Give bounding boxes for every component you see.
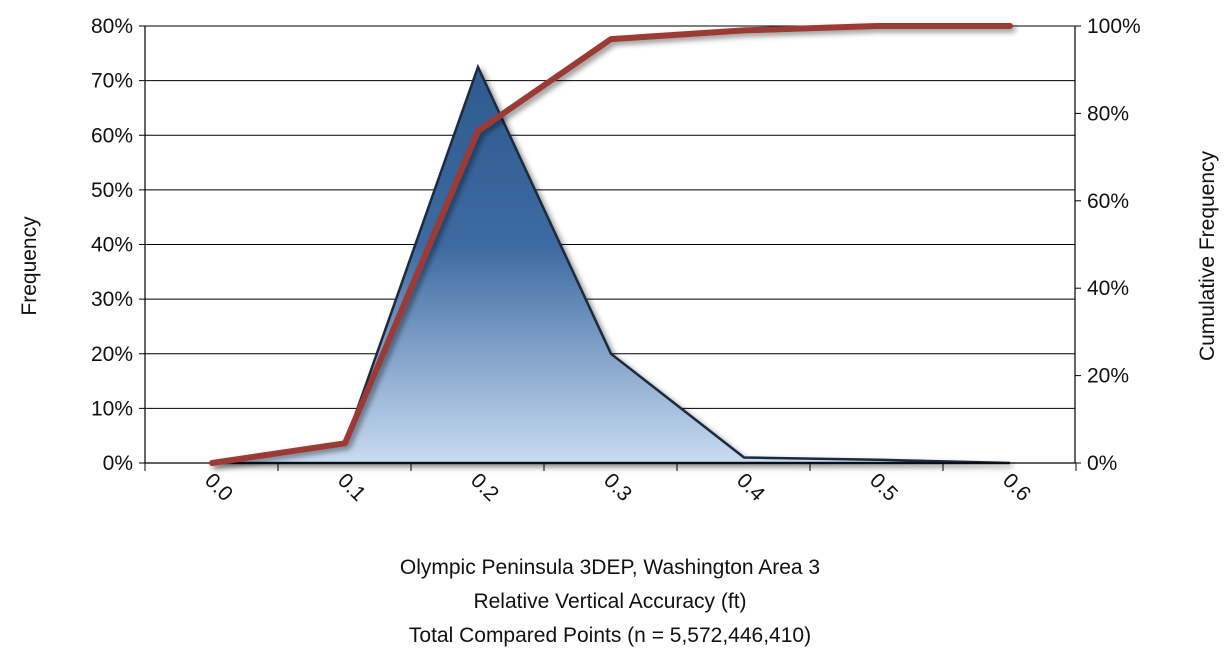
cumulative-line-series <box>209 23 1013 466</box>
y2-tick-label: 40% <box>1087 277 1129 300</box>
x-axis-tick-labels: 0.0 0.1 0.2 0.3 0.4 0.5 0.6 <box>200 469 1035 506</box>
y2-tick-label: 60% <box>1087 190 1129 213</box>
y-tick-label: 30% <box>91 288 133 311</box>
y-tick-label: 20% <box>91 343 133 366</box>
y2-axis-title: Cumulative Frequency <box>1196 150 1219 361</box>
x-axis-title-line-1: Olympic Peninsula 3DEP, Washington Area … <box>400 556 820 579</box>
x-tick-label: 0.5 <box>865 469 902 506</box>
y-tick-label: 0% <box>103 452 133 475</box>
y-tick-label: 10% <box>91 397 133 420</box>
x-axis-title-line-3: Total Compared Points (n = 5,572,446,410… <box>409 624 811 647</box>
frequency-area-series <box>211 63 1011 465</box>
x-tick-label: 0.2 <box>466 469 503 506</box>
x-tick-label: 0.4 <box>732 469 769 506</box>
y-tick-label: 80% <box>91 15 133 38</box>
x-tick-label: 0.6 <box>998 469 1035 506</box>
x-axis-title-line-2: Relative Vertical Accuracy (ft) <box>473 590 746 613</box>
y-tick-label: 50% <box>91 179 133 202</box>
frequency-area <box>211 63 1011 465</box>
y2-tick-label: 80% <box>1087 102 1129 125</box>
y2-tick-label: 100% <box>1087 15 1141 38</box>
y-tick-label: 70% <box>91 70 133 93</box>
y2-tick-label: 20% <box>1087 365 1129 388</box>
cumulative-line <box>209 23 1013 466</box>
x-tick-label: 0.3 <box>599 469 636 506</box>
y-tick-label: 60% <box>91 124 133 147</box>
x-tick-label: 0.0 <box>200 469 237 506</box>
axes <box>139 25 1081 471</box>
y2-axis-tick-labels: 0% 20% 40% 60% 80% 100% <box>1087 15 1141 475</box>
y-axis-title: Frequency <box>18 216 41 316</box>
y2-tick-label: 0% <box>1087 452 1117 475</box>
gridlines <box>145 25 1075 464</box>
y-tick-label: 40% <box>91 234 133 257</box>
y-axis-tick-labels: 0% 10% 20% 30% 40% 50% 60% 70% 80% <box>91 15 133 475</box>
x-tick-label: 0.1 <box>333 469 370 506</box>
